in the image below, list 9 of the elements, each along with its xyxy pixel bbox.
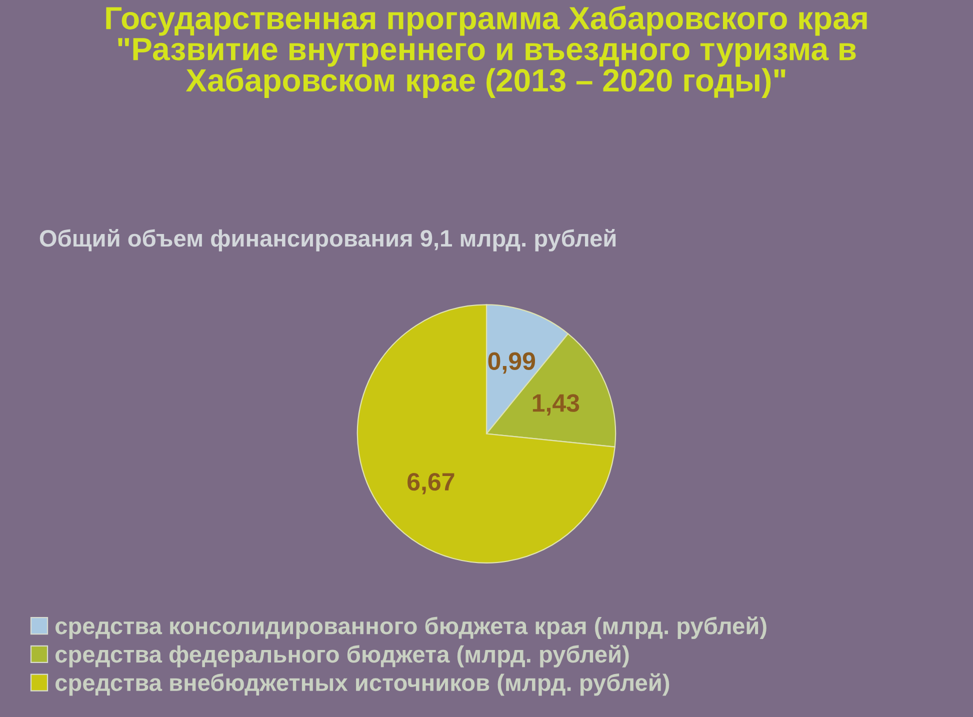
legend-label: средства внебюджетных источников (млрд. рублей) <box>56 673 670 696</box>
data-label: 6,67 <box>408 472 454 494</box>
legend-label: средства консолидированного бюджета края (млрд. рублей) <box>56 616 766 639</box>
legend-label: средства федерального бюджета (млрд. рублей) <box>56 644 629 668</box>
pie-slice <box>356 304 616 564</box>
chart-title: Государственная программа Хабаровского края "Развитие внутреннего и въездного туризма в Хабаровском крае (2013 – 2020 годы)" <box>106 6 867 98</box>
chart-subtitle: Общий объем финансирования 9,1 млрд. рублей <box>40 228 616 252</box>
data-label: 0,99 <box>488 352 536 374</box>
data-label: 1,43 <box>532 394 580 416</box>
